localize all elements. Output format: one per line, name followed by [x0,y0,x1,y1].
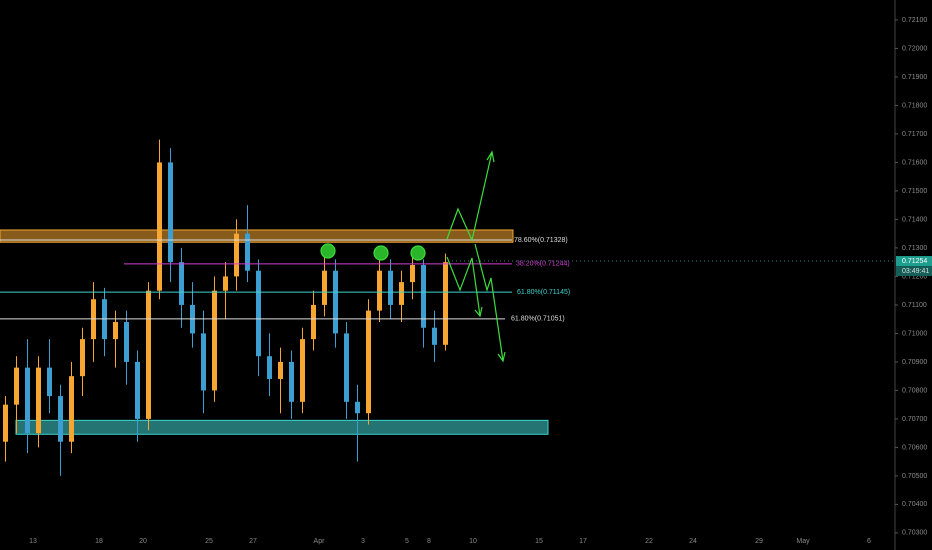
zone [0,229,514,243]
x-tick-label: 24 [689,538,697,545]
candle-body [135,361,140,419]
fib-label: 61.80%(0.71051) [511,316,565,323]
y-tick-label: 0.71600 [902,159,927,166]
candle-body [410,265,415,283]
x-tick-label: 18 [95,538,103,545]
candle-body [157,162,162,291]
fib-label: 38.20%(0.71244) [516,261,570,268]
highlight-circle [373,245,389,261]
fib-label: 78.60%(0.71328) [514,237,568,244]
y-tick-label: 0.70400 [902,501,927,508]
y-tick-label: 0.71300 [902,245,927,252]
candle-body [388,270,393,305]
candle-body [322,270,327,305]
candle-body [69,376,74,442]
y-tick-label: 0.71000 [902,330,927,337]
candle-body [256,270,261,357]
x-tick-label: 29 [755,538,763,545]
candle-body [47,367,52,397]
candle-body [179,262,184,305]
y-tick-label: 0.71700 [902,131,927,138]
candle-body [278,361,283,380]
candle-body [245,233,250,271]
highlight-circle [320,243,336,259]
arrow-path [474,243,504,362]
candle-body [300,339,305,402]
candle-body [25,367,30,434]
candle-body [146,290,151,419]
x-tick-label: 8 [427,538,431,545]
countdown-tag [896,266,932,277]
candle-body [289,361,294,402]
candle-body [212,290,217,391]
arrow-path [446,151,493,242]
y-tick-label: 0.70500 [902,473,927,480]
x-tick-label: 3 [361,538,365,545]
y-tick-label: 0.71200 [902,273,927,280]
candle-body [267,356,272,380]
arrow-head [486,150,495,163]
candle-body [201,333,206,391]
candle-body [80,339,85,377]
zone [15,419,549,435]
countdown-label: 03:49:41 [902,268,929,275]
candle-body [113,322,118,340]
candle-body [36,367,41,434]
marks: 0.70300 0.70400 0.70500 0.70600 0.70700 0.708… [0,17,932,545]
candle-body [443,262,448,345]
candle-body [234,233,239,277]
x-tick-label: 22 [645,538,653,545]
candle-body [124,322,129,362]
y-tick-label: 0.70600 [902,444,927,451]
x-tick-label: 13 [29,538,37,545]
candle-body [14,367,19,405]
drawings [320,150,506,363]
x-tick-label: May [796,538,810,545]
x-tick-label: 20 [139,538,147,545]
candle-body [223,276,228,291]
candle-body [58,396,63,442]
y-tick-label: 0.70800 [902,387,927,394]
y-tick-label: 0.71500 [902,188,927,195]
x-tick-label: 15 [535,538,543,545]
x-tick-label: Apr [314,538,326,545]
last-price-label: 0.71254 [902,258,927,265]
candle-body [366,310,371,414]
candle-body [432,327,437,345]
y-tick-label: 0.71400 [902,216,927,223]
candle-body [3,404,8,442]
candle-body [399,282,404,305]
x-tick-label: 17 [579,538,587,545]
candle-body [311,304,316,340]
x-tick-label: 5 [405,538,409,545]
x-tick-label: 6 [867,538,871,545]
y-tick-label: 0.72000 [902,45,927,52]
candle-body [355,401,360,414]
y-tick-label: 0.71800 [902,102,927,109]
y-tick-label: 0.70300 [902,530,927,537]
candle-body [344,333,349,402]
arrow-path [446,256,481,317]
last-price-tag [896,256,932,267]
candle-body [168,162,173,263]
y-tick-label: 0.72100 [902,17,927,24]
x-tick-label: 25 [205,538,213,545]
x-tick-label: 27 [249,538,257,545]
y-tick-label: 0.70900 [902,359,927,366]
fib-label: 61.80%(0.71145) [517,289,570,296]
y-tick-label: 0.71100 [902,302,927,309]
arrow-head [497,351,506,363]
candle-body [377,270,382,311]
candle-body [421,265,426,328]
candle-body [333,270,338,334]
highlight-circle [410,245,426,261]
y-tick-label: 0.70700 [902,416,927,423]
arrow-head [474,306,483,318]
y-tick-label: 0.71900 [902,74,927,81]
x-tick-label: 10 [469,538,477,545]
